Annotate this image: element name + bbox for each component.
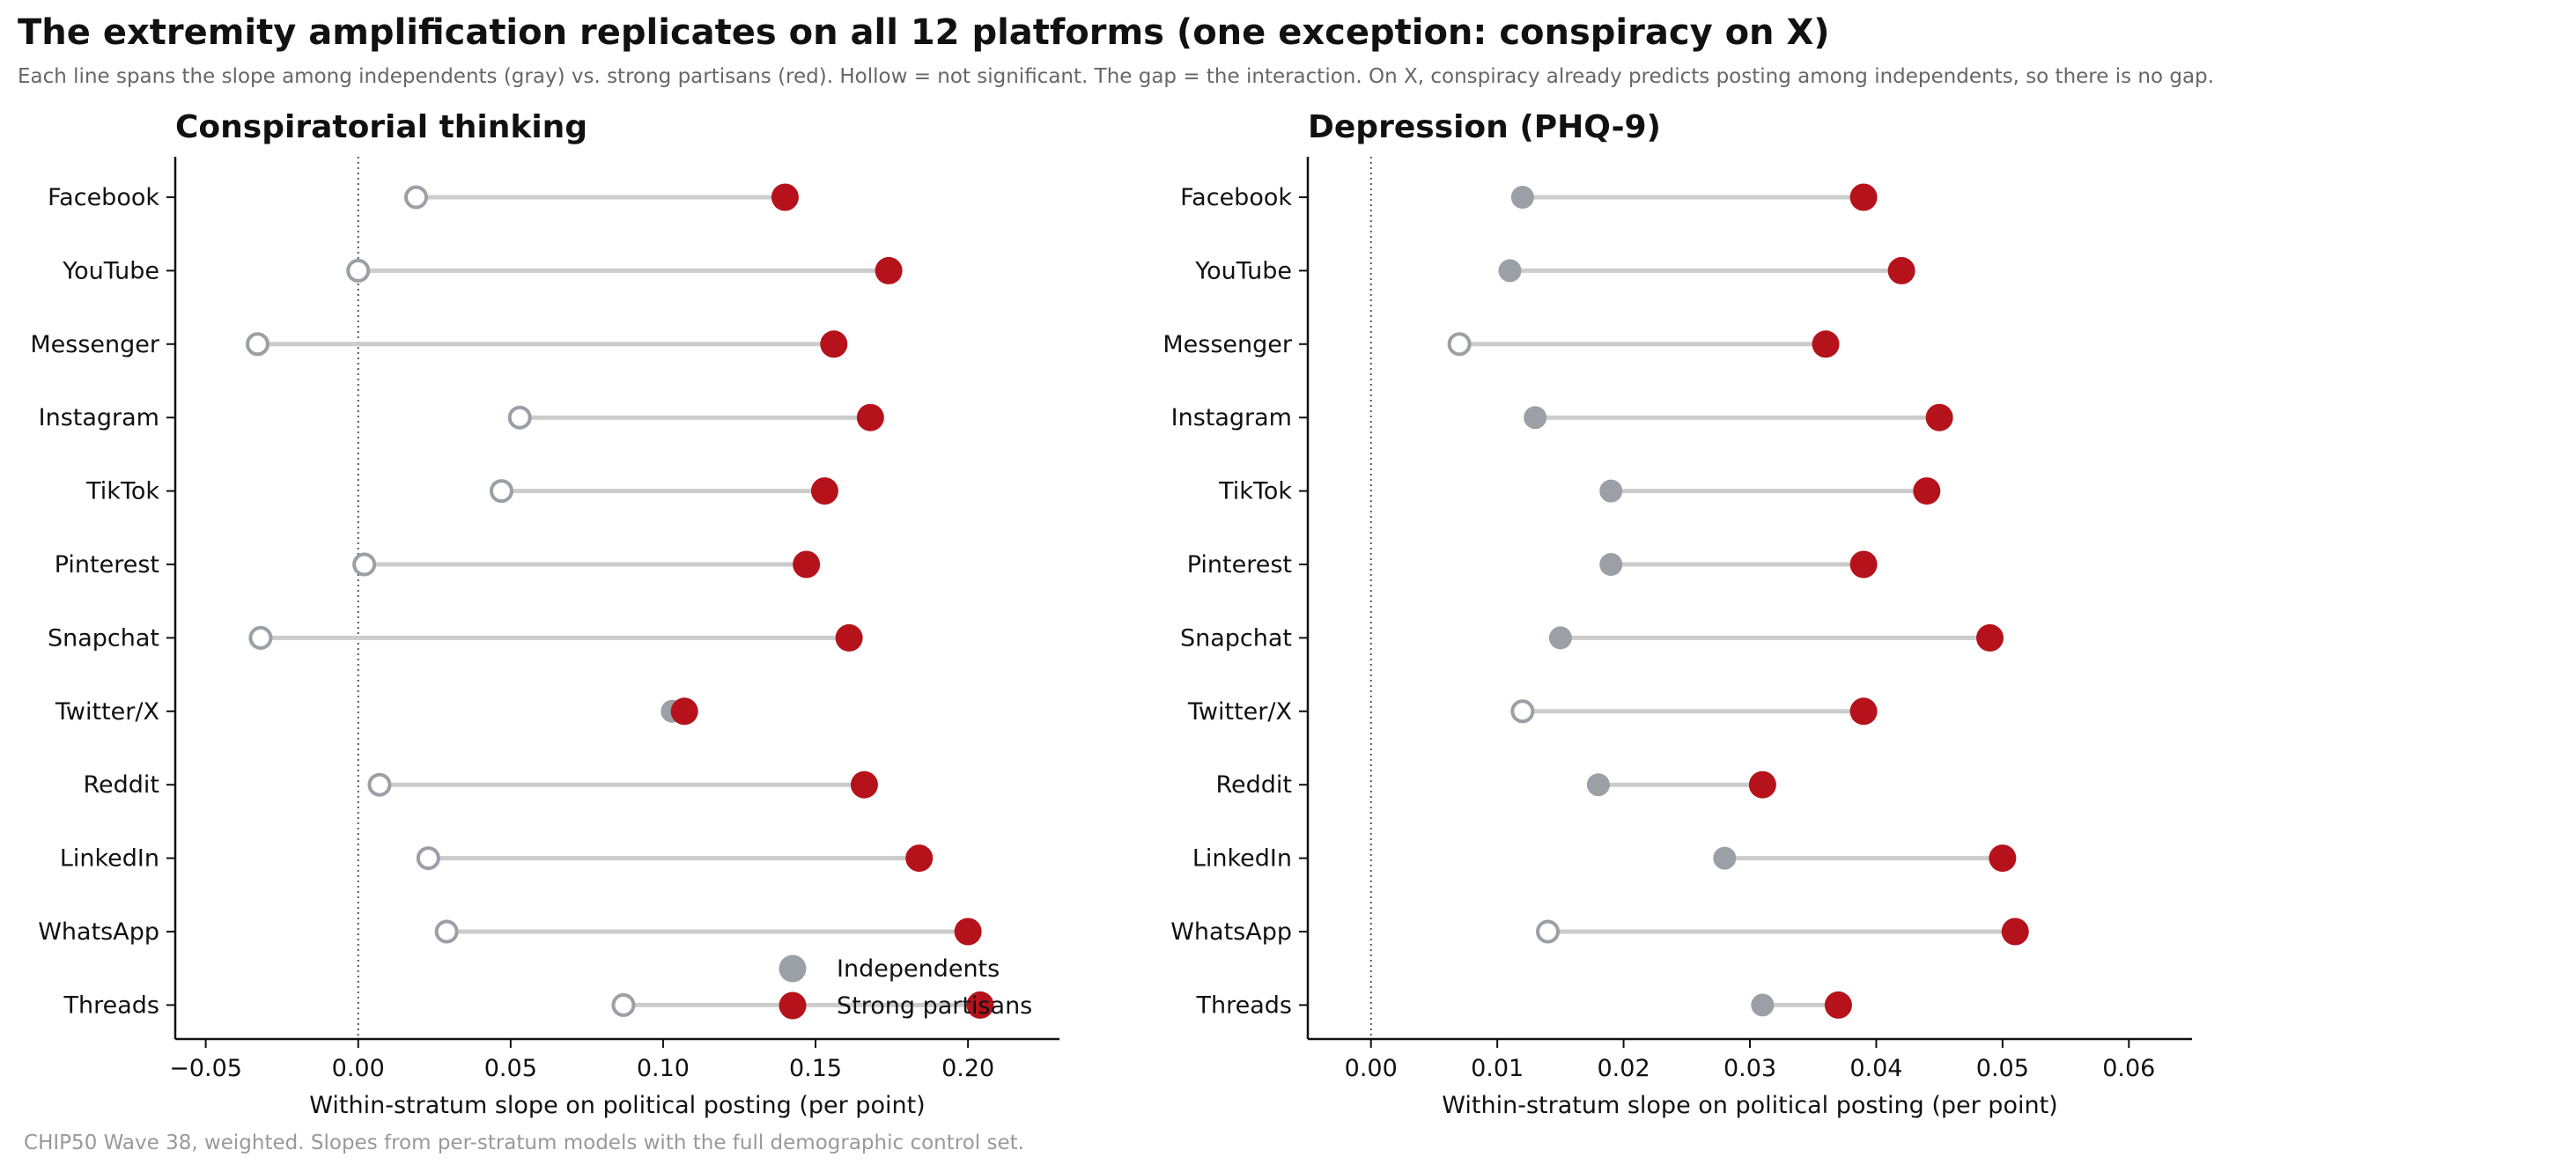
category-label: Twitter/X bbox=[1187, 698, 1292, 726]
legend-label-independents: Independents bbox=[837, 955, 1000, 983]
independent-point-hollow bbox=[434, 919, 459, 944]
partisan-point bbox=[1824, 991, 1852, 1019]
category-label: LinkedIn bbox=[1192, 845, 1292, 873]
independent-point bbox=[1751, 993, 1775, 1017]
category-label: Reddit bbox=[83, 771, 159, 799]
category-label: Facebook bbox=[48, 184, 159, 211]
legend-label-partisans: Strong partisans bbox=[837, 992, 1032, 1020]
x-tick-label: 0.01 bbox=[1471, 1055, 1524, 1082]
category-label: YouTube bbox=[1194, 257, 1292, 284]
partisan-point bbox=[771, 183, 799, 211]
independent-point bbox=[1498, 259, 1522, 283]
category-label: Instagram bbox=[1171, 404, 1292, 431]
panel-depression: Depression (PHQ-9) Facebook YouTube Messeng… bbox=[1163, 109, 2192, 1119]
category-label: YouTube bbox=[62, 257, 159, 284]
category-label: Snapchat bbox=[48, 624, 159, 652]
partisan-point bbox=[1849, 697, 1878, 726]
category-label: Threads bbox=[1196, 991, 1292, 1019]
x-tick-label: 0.10 bbox=[637, 1055, 690, 1082]
x-tick-label: 0.02 bbox=[1598, 1055, 1650, 1082]
independent-point bbox=[1599, 479, 1623, 503]
independent-point bbox=[1524, 406, 1547, 430]
x-tick-label: 0.05 bbox=[484, 1055, 537, 1082]
independent-point-hollow bbox=[352, 552, 377, 577]
independent-point-hollow bbox=[489, 479, 513, 504]
legend-marker-partisans bbox=[779, 991, 807, 1020]
partisan-point bbox=[1925, 403, 1953, 431]
independent-point-hollow bbox=[248, 625, 273, 650]
partisan-point bbox=[875, 256, 903, 284]
partisan-point bbox=[835, 623, 863, 652]
x-tick-label: 0.05 bbox=[1976, 1055, 2029, 1082]
category-label: Instagram bbox=[39, 404, 159, 431]
independent-point-hollow bbox=[507, 405, 532, 430]
independent-point bbox=[1548, 626, 1572, 650]
partisan-point bbox=[1887, 256, 1915, 284]
category-label: Reddit bbox=[1215, 771, 1292, 799]
category-label: LinkedIn bbox=[60, 845, 159, 873]
category-label: Messenger bbox=[30, 331, 160, 358]
x-tick-label: 0.06 bbox=[2102, 1055, 2155, 1082]
independent-point-hollow bbox=[346, 258, 371, 283]
footnote: CHIP50 Wave 38, weighted. Slopes from pe… bbox=[24, 1131, 1024, 1154]
partisan-point bbox=[905, 844, 934, 873]
x-tick-label: 0.03 bbox=[1723, 1055, 1776, 1082]
x-tick-label: 0.00 bbox=[332, 1055, 385, 1082]
panel-title: Depression (PHQ-9) bbox=[1308, 109, 1661, 145]
category-label: TikTok bbox=[85, 478, 159, 505]
independent-point bbox=[1713, 846, 1737, 870]
independent-point-hollow bbox=[1536, 919, 1561, 944]
panel-conspiratorial-thinking: Conspiratorial thinking Facebook YouTube Me… bbox=[30, 109, 1059, 1119]
category-label: Snapchat bbox=[1180, 624, 1292, 652]
category-label: WhatsApp bbox=[38, 918, 159, 946]
category-label: Threads bbox=[63, 991, 159, 1019]
legend-marker-independents bbox=[779, 955, 807, 983]
independent-point-hollow bbox=[1447, 332, 1472, 357]
partisan-point bbox=[810, 477, 838, 505]
partisan-point bbox=[1849, 550, 1878, 579]
x-tick-label: 0.20 bbox=[941, 1055, 994, 1082]
page-title: The extremity amplification replicates o… bbox=[18, 12, 1830, 53]
partisan-point bbox=[670, 697, 698, 726]
partisan-point bbox=[850, 770, 878, 799]
category-label: Messenger bbox=[1163, 331, 1293, 358]
category-label: WhatsApp bbox=[1170, 918, 1292, 946]
partisan-point bbox=[966, 991, 994, 1019]
independent-point-hollow bbox=[1510, 699, 1535, 724]
partisan-point bbox=[1812, 330, 1840, 358]
category-label: Twitter/X bbox=[55, 698, 159, 726]
partisan-point bbox=[1748, 770, 1776, 799]
partisan-point bbox=[793, 550, 821, 579]
partisan-point bbox=[1989, 844, 2017, 873]
category-label: Pinterest bbox=[55, 551, 159, 579]
independent-point-hollow bbox=[611, 992, 636, 1017]
independent-point-hollow bbox=[404, 185, 429, 210]
partisan-point bbox=[1976, 623, 2004, 652]
independent-point-hollow bbox=[245, 332, 269, 357]
partisan-point bbox=[2001, 918, 2029, 946]
x-axis-label: Within-stratum slope on political postin… bbox=[1442, 1092, 2057, 1119]
independent-point-hollow bbox=[367, 772, 392, 797]
independent-point bbox=[1510, 186, 1534, 209]
category-label: TikTok bbox=[1218, 478, 1292, 505]
x-axis-label: Within-stratum slope on political postin… bbox=[309, 1092, 925, 1119]
x-tick-label: 0.15 bbox=[789, 1055, 842, 1082]
independent-point bbox=[1599, 553, 1623, 576]
panel-title: Conspiratorial thinking bbox=[175, 109, 587, 145]
partisan-point bbox=[1849, 183, 1878, 211]
category-label: Pinterest bbox=[1187, 551, 1292, 579]
x-tick-label: 0.04 bbox=[1849, 1055, 1902, 1082]
partisan-point bbox=[820, 330, 848, 358]
category-label: Facebook bbox=[1180, 184, 1292, 211]
partisan-point bbox=[856, 403, 884, 431]
partisan-point bbox=[1913, 477, 1941, 505]
page-subtitle: Each line spans the slope among independ… bbox=[18, 65, 2214, 88]
x-tick-label: −0.05 bbox=[169, 1055, 242, 1082]
partisan-point bbox=[954, 918, 982, 946]
independent-point bbox=[1586, 773, 1610, 797]
x-tick-label: 0.00 bbox=[1345, 1055, 1398, 1082]
independent-point-hollow bbox=[416, 846, 440, 871]
